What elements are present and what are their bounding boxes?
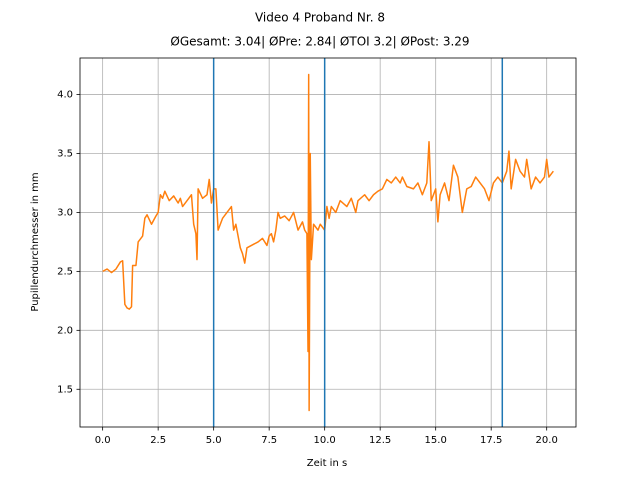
y-tick-label: 3.0 xyxy=(57,207,73,218)
plot-frame xyxy=(79,57,577,428)
chart-subtitle: ØGesamt: 3.04| ØPre: 2.84| ØTOI 3.2| ØPo… xyxy=(170,35,469,49)
y-tick-label: 2.5 xyxy=(57,266,73,277)
x-tick-label: 15.0 xyxy=(425,435,447,446)
x-tick-label: 0.0 xyxy=(95,435,111,446)
x-tick-label: 20.0 xyxy=(536,435,558,446)
y-tick-label: 2.0 xyxy=(57,325,73,336)
y-axis-label: Pupillendurchmesser in mm xyxy=(30,172,41,311)
y-tick-label: 1.5 xyxy=(57,384,73,395)
x-tick-label: 7.5 xyxy=(261,435,277,446)
x-tick-label: 17.5 xyxy=(480,435,502,446)
x-tick-label: 5.0 xyxy=(206,435,222,446)
data-line xyxy=(102,73,554,412)
x-tick-label: 12.5 xyxy=(369,435,391,446)
x-tick-label: 10.0 xyxy=(314,435,336,446)
y-tick-label: 3.5 xyxy=(57,148,73,159)
x-tick-label: 2.5 xyxy=(150,435,166,446)
chart-title: Video 4 Proband Nr. 8 xyxy=(255,11,385,25)
x-axis-label: Zeit in s xyxy=(307,458,347,469)
y-tick-label: 4.0 xyxy=(57,90,73,101)
